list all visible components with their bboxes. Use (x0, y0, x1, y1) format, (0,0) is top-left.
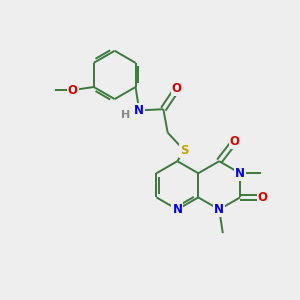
Text: H: H (121, 110, 130, 120)
Text: O: O (258, 191, 268, 204)
Text: N: N (235, 167, 245, 180)
Text: N: N (172, 203, 182, 216)
Text: O: O (230, 135, 240, 148)
Text: O: O (68, 84, 78, 97)
Text: N: N (214, 203, 224, 216)
Text: O: O (172, 82, 182, 95)
Text: N: N (134, 104, 144, 117)
Text: S: S (180, 144, 188, 157)
